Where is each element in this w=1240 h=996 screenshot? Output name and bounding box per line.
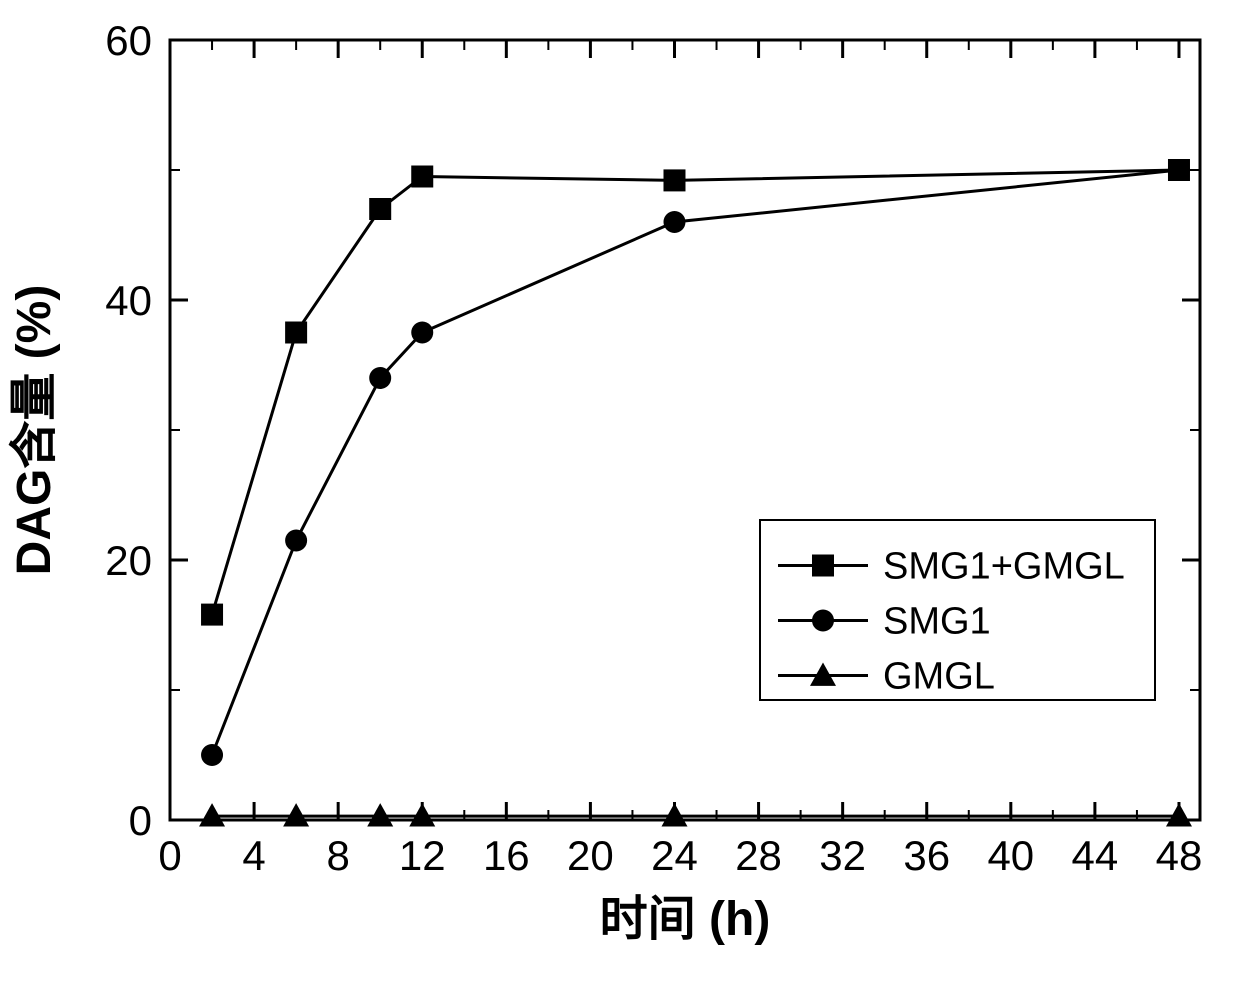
- x-tick-label: 44: [1072, 832, 1119, 879]
- circle-marker: [411, 322, 433, 344]
- y-tick-label: 40: [105, 277, 152, 324]
- circle-marker: [369, 367, 391, 389]
- square-marker: [812, 555, 834, 577]
- y-tick-label: 20: [105, 537, 152, 584]
- y-tick-label: 60: [105, 17, 152, 64]
- x-tick-label: 48: [1156, 832, 1203, 879]
- x-tick-label: 12: [399, 832, 446, 879]
- y-axis-label: DAG含量 (%): [8, 285, 61, 576]
- square-marker: [201, 604, 223, 626]
- chart-container: 048121620242832364044480204060时间 (h)DAG含…: [0, 0, 1240, 996]
- x-tick-label: 24: [651, 832, 698, 879]
- x-tick-label: 0: [158, 832, 181, 879]
- circle-marker: [663, 211, 685, 233]
- x-tick-label: 28: [735, 832, 782, 879]
- series-line-SMG1: [212, 170, 1179, 755]
- plot-frame: [170, 40, 1200, 820]
- x-tick-label: 40: [987, 832, 1034, 879]
- y-tick-label: 0: [129, 797, 152, 844]
- square-marker: [285, 322, 307, 344]
- square-marker: [369, 198, 391, 220]
- x-tick-label: 8: [326, 832, 349, 879]
- x-tick-label: 32: [819, 832, 866, 879]
- x-tick-label: 20: [567, 832, 614, 879]
- circle-marker: [285, 530, 307, 552]
- square-marker: [663, 169, 685, 191]
- legend-label: SMG1: [883, 601, 991, 643]
- line-chart: 048121620242832364044480204060时间 (h)DAG含…: [0, 0, 1240, 996]
- x-tick-label: 16: [483, 832, 530, 879]
- x-axis-label: 时间 (h): [600, 893, 771, 946]
- legend-label: SMG1+GMGL: [883, 546, 1125, 588]
- x-tick-label: 4: [242, 832, 265, 879]
- circle-marker: [812, 610, 834, 632]
- circle-marker: [1168, 159, 1190, 181]
- square-marker: [411, 166, 433, 188]
- x-tick-label: 36: [903, 832, 950, 879]
- circle-marker: [201, 744, 223, 766]
- legend-label: GMGL: [883, 656, 995, 698]
